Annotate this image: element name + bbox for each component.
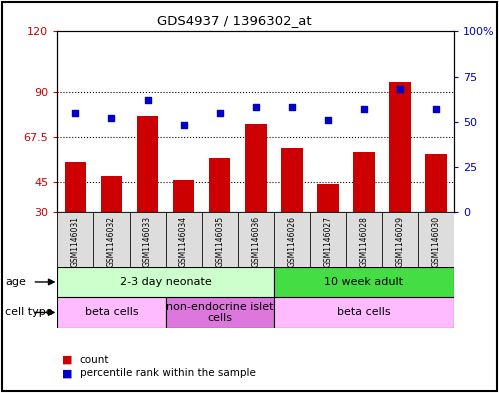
Bar [57,297,166,328]
Bar [93,212,130,267]
Bar [310,212,346,267]
Bar [317,184,339,212]
Text: GSM1146033: GSM1146033 [143,216,152,267]
Point [432,106,440,112]
Bar [346,212,382,267]
Bar [57,267,274,297]
Text: GSM1146036: GSM1146036 [251,216,260,267]
Text: beta cells: beta cells [337,307,391,318]
Text: beta cells: beta cells [85,307,138,318]
Point [288,104,296,110]
Bar [389,82,411,212]
Text: 10 week adult: 10 week adult [324,277,403,287]
Point [324,117,332,123]
Bar [382,212,418,267]
Bar [173,180,195,212]
Text: age: age [5,277,26,287]
Point [251,104,259,110]
Text: ■: ■ [62,354,73,365]
Text: ■: ■ [62,368,73,378]
Text: GSM1146032: GSM1146032 [107,216,116,267]
Point [180,122,188,129]
Bar [202,212,238,267]
Bar [238,212,274,267]
Bar [130,212,166,267]
Bar [274,212,310,267]
Bar [245,124,266,212]
Text: non-endocrine islet
cells: non-endocrine islet cells [166,302,273,323]
Bar [137,116,158,212]
Bar [166,212,202,267]
Point [216,110,224,116]
Bar [418,212,454,267]
Bar [281,148,302,212]
Text: count: count [80,354,109,365]
Bar [353,152,375,212]
Bar [64,162,86,212]
Text: 2-3 day neonate: 2-3 day neonate [120,277,212,287]
Text: GSM1146026: GSM1146026 [287,216,296,267]
Point [107,115,115,121]
Bar [209,158,231,212]
Point [396,86,404,92]
Text: GSM1146031: GSM1146031 [71,216,80,267]
Text: GSM1146030: GSM1146030 [432,216,441,267]
Text: GSM1146034: GSM1146034 [179,216,188,267]
Text: GSM1146035: GSM1146035 [215,216,224,267]
Bar [57,212,93,267]
Text: cell type: cell type [5,307,52,318]
Text: GDS4937 / 1396302_at: GDS4937 / 1396302_at [157,14,312,27]
Point [360,106,368,112]
Text: GSM1146028: GSM1146028 [359,216,368,267]
Bar [274,297,454,328]
Text: percentile rank within the sample: percentile rank within the sample [80,368,255,378]
Bar [166,297,274,328]
Text: GSM1146027: GSM1146027 [323,216,332,267]
Point [144,97,152,103]
Bar [274,267,454,297]
Point [71,110,79,116]
Bar [101,176,122,212]
Text: GSM1146029: GSM1146029 [396,216,405,267]
Bar [425,154,447,212]
